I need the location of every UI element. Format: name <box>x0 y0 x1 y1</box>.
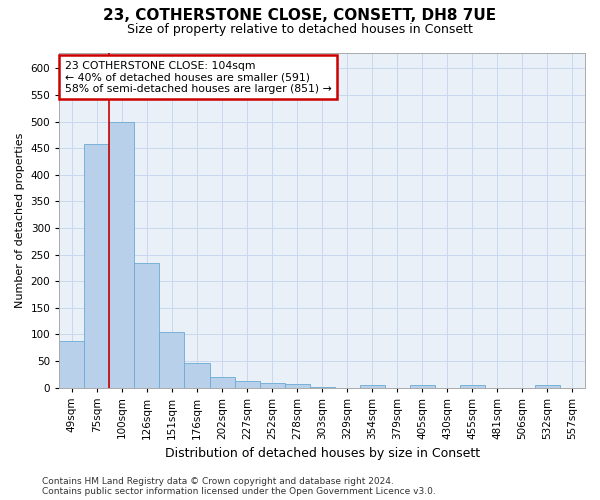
Text: Size of property relative to detached houses in Consett: Size of property relative to detached ho… <box>127 22 473 36</box>
Bar <box>410 385 435 388</box>
Y-axis label: Number of detached properties: Number of detached properties <box>15 132 25 308</box>
Bar <box>310 387 335 388</box>
Bar <box>209 377 235 388</box>
Bar <box>134 262 160 388</box>
Bar <box>160 332 184 388</box>
Bar <box>535 385 560 388</box>
Bar <box>109 122 134 388</box>
Bar <box>284 384 310 388</box>
Bar <box>260 382 284 388</box>
X-axis label: Distribution of detached houses by size in Consett: Distribution of detached houses by size … <box>164 447 480 460</box>
Bar <box>360 385 385 388</box>
Text: 23 COTHERSTONE CLOSE: 104sqm
← 40% of detached houses are smaller (591)
58% of s: 23 COTHERSTONE CLOSE: 104sqm ← 40% of de… <box>65 61 331 94</box>
Bar <box>59 340 85 388</box>
Bar <box>460 385 485 388</box>
Text: 23, COTHERSTONE CLOSE, CONSETT, DH8 7UE: 23, COTHERSTONE CLOSE, CONSETT, DH8 7UE <box>103 8 497 22</box>
Bar <box>184 362 209 388</box>
Bar <box>235 381 260 388</box>
Bar <box>85 144 109 388</box>
Text: Contains HM Land Registry data © Crown copyright and database right 2024.
Contai: Contains HM Land Registry data © Crown c… <box>42 476 436 496</box>
